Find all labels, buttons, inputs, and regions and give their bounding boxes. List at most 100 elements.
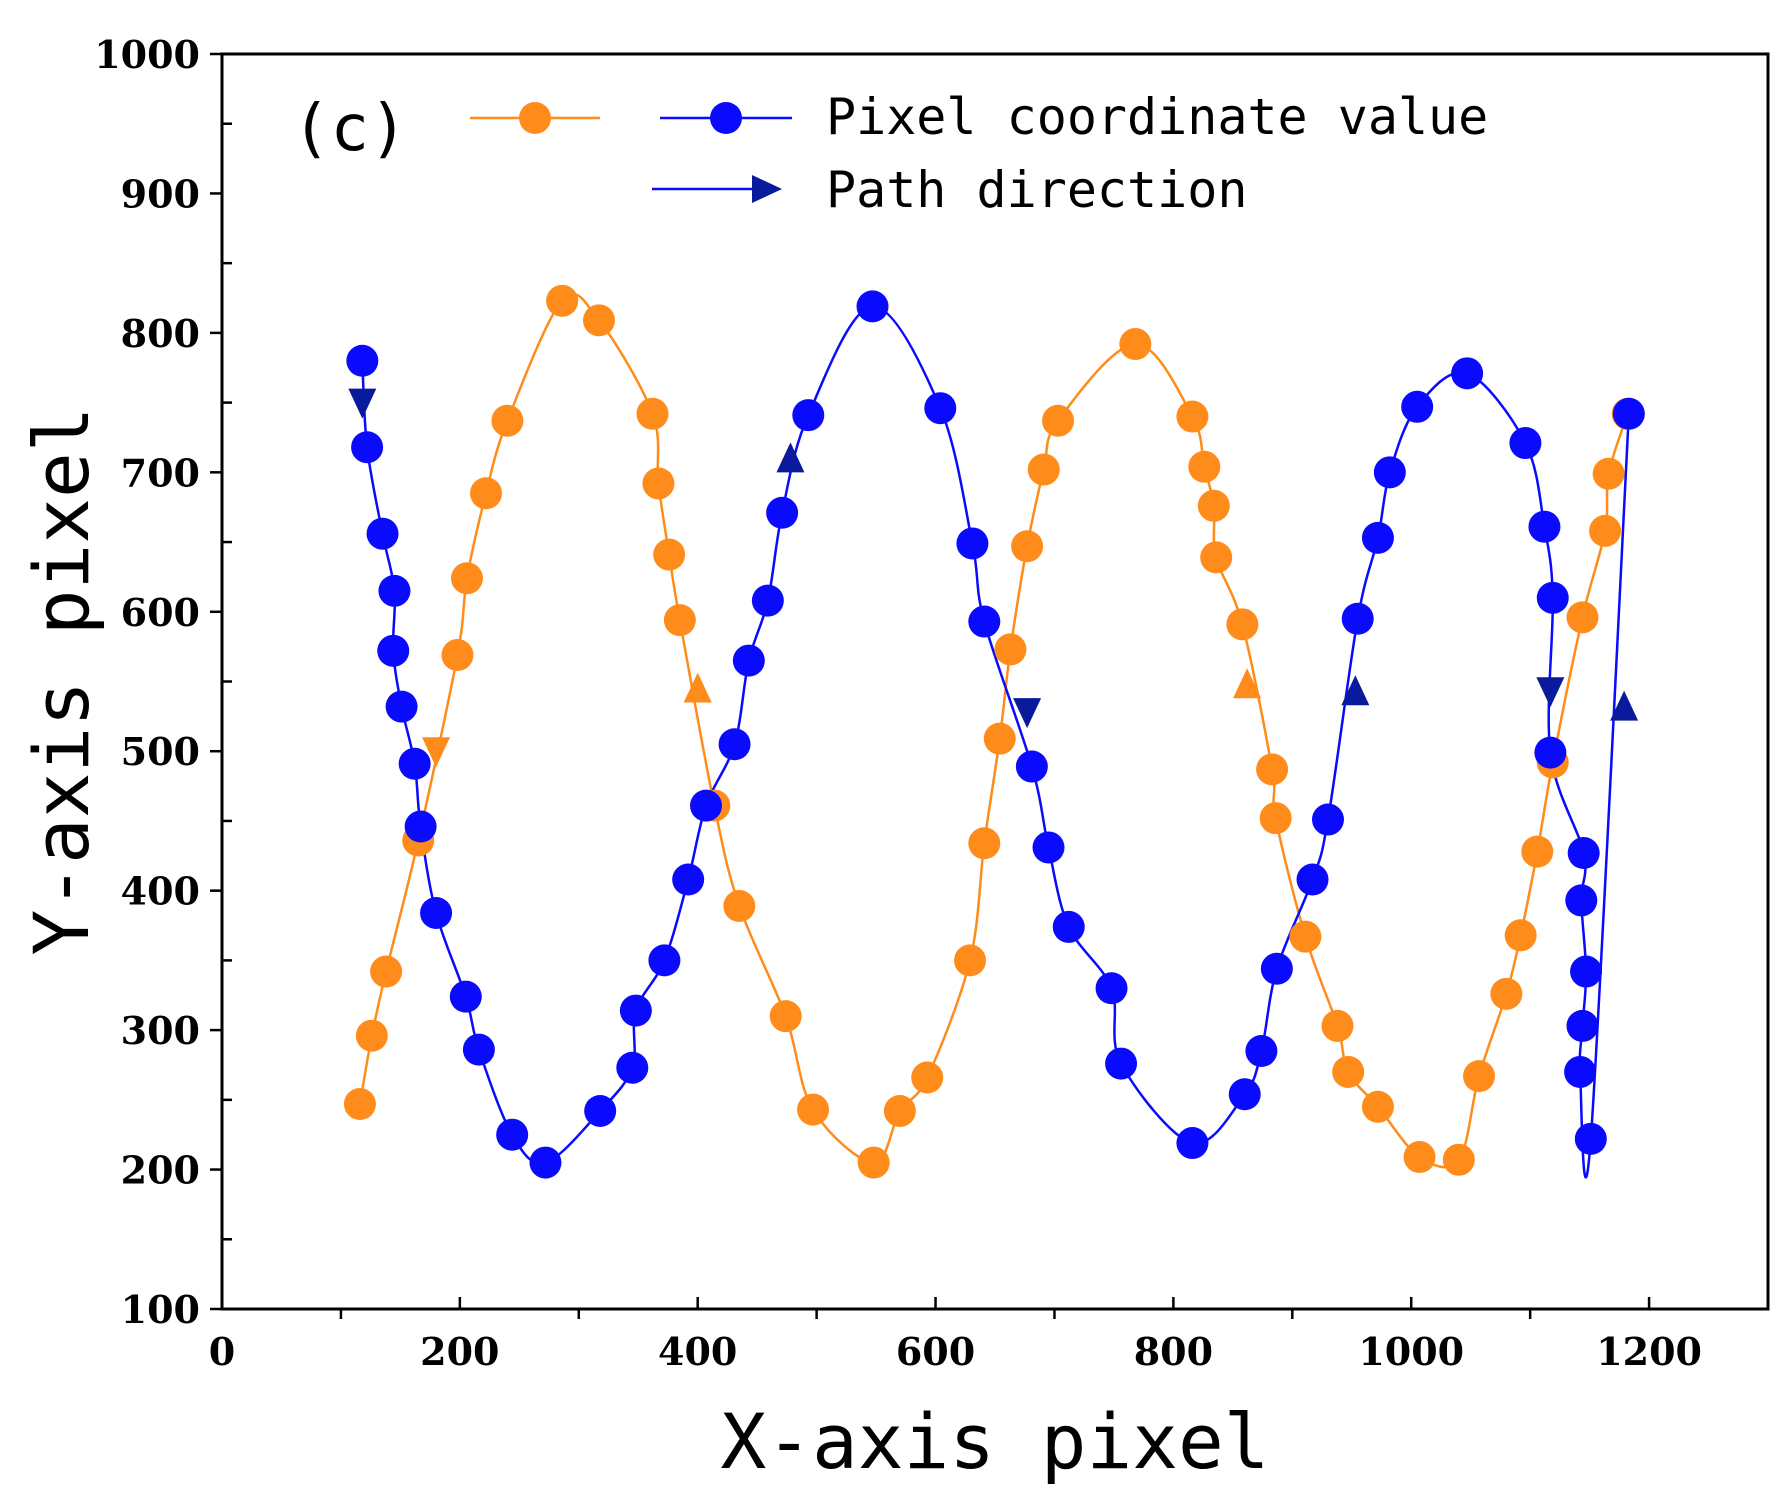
data-point-orange	[1463, 1060, 1496, 1093]
data-point-blue	[766, 496, 799, 529]
data-point-blue	[1401, 390, 1434, 423]
data-point-orange	[1176, 400, 1209, 433]
data-point-orange	[1490, 977, 1523, 1010]
y-axis-title: Y-axis pixel	[17, 406, 106, 955]
y-tick-label: 100	[121, 1287, 200, 1332]
direction-arrow	[1013, 698, 1042, 729]
data-point-blue	[462, 1033, 495, 1066]
data-point-blue	[1176, 1127, 1209, 1160]
data-point-orange	[470, 477, 503, 510]
data-point-orange	[723, 890, 756, 923]
data-point-blue	[1228, 1078, 1261, 1111]
x-tick-label: 200	[420, 1329, 499, 1374]
data-point-blue	[404, 810, 437, 843]
data-point-orange	[1188, 450, 1221, 483]
x-tick-label: 1200	[1596, 1329, 1702, 1374]
data-point-orange	[968, 827, 1001, 860]
direction-arrow	[1341, 675, 1370, 706]
data-point-blue	[1536, 581, 1569, 614]
data-point-blue	[377, 634, 410, 667]
data-point-orange	[1566, 601, 1599, 634]
y-tick-label: 700	[121, 450, 200, 495]
data-point-blue	[1565, 884, 1598, 917]
data-point-orange	[1042, 404, 1075, 437]
data-point-orange	[1226, 608, 1259, 641]
data-point-orange	[1289, 920, 1322, 953]
direction-arrow	[776, 442, 805, 473]
direction-arrow	[1610, 690, 1639, 721]
data-point-orange	[546, 284, 579, 317]
direction-arrow	[1233, 668, 1262, 699]
data-point-blue	[1015, 750, 1048, 783]
data-point-orange	[1361, 1090, 1394, 1123]
data-point-orange	[653, 538, 686, 571]
data-point-orange	[450, 562, 483, 595]
data-point-blue	[1574, 1122, 1607, 1155]
data-point-blue	[1260, 952, 1293, 985]
data-point-orange	[1011, 530, 1044, 563]
data-point-blue	[1567, 837, 1600, 870]
data-point-blue	[351, 431, 384, 464]
legend-orange-marker	[519, 102, 551, 134]
data-point-orange	[857, 1146, 890, 1179]
x-tick-label: 600	[896, 1329, 975, 1374]
y-tick-label: 600	[121, 590, 200, 635]
data-point-blue	[792, 399, 825, 432]
y-tick-label: 800	[121, 311, 200, 356]
data-point-blue	[968, 605, 1001, 638]
data-point-blue	[1095, 972, 1128, 1005]
data-point-blue	[1245, 1035, 1278, 1068]
direction-arrow	[683, 672, 712, 703]
data-point-blue	[1570, 955, 1603, 988]
data-point-orange	[1442, 1143, 1475, 1176]
data-point-orange	[1259, 802, 1292, 835]
data-point-orange	[1589, 514, 1622, 547]
data-point-orange	[1592, 457, 1625, 490]
data-point-blue	[616, 1051, 649, 1084]
x-tick-label: 1000	[1358, 1329, 1464, 1374]
direction-arrow	[348, 388, 377, 419]
x-tick-label: 800	[1134, 1329, 1213, 1374]
data-point-orange	[636, 397, 669, 430]
data-point-blue	[1311, 803, 1344, 836]
data-point-blue	[1032, 831, 1065, 864]
data-point-blue	[648, 944, 681, 977]
y-tick-label: 1000	[94, 32, 200, 77]
data-point-blue	[385, 690, 418, 723]
data-point-orange	[355, 1019, 388, 1052]
data-point-blue	[1451, 357, 1484, 390]
data-point-blue	[420, 896, 453, 929]
data-point-orange	[769, 1000, 802, 1033]
data-point-orange	[983, 722, 1016, 755]
data-point-orange	[1119, 328, 1152, 361]
y-tick-label: 200	[121, 1148, 200, 1193]
data-point-blue	[1612, 397, 1645, 430]
data-point-orange	[1256, 753, 1289, 786]
data-point-orange	[343, 1088, 376, 1121]
data-point-orange	[1200, 541, 1233, 574]
data-point-blue	[496, 1118, 529, 1151]
panel-label: (c)	[292, 92, 408, 166]
data-point-orange	[663, 604, 696, 637]
data-point-blue	[346, 344, 379, 377]
data-point-blue	[449, 980, 482, 1013]
data-point-orange	[491, 404, 524, 437]
x-axis-title: X-axis pixel	[720, 1397, 1269, 1486]
data-point-blue	[1373, 456, 1406, 489]
data-point-orange	[1197, 489, 1230, 522]
data-point-blue	[672, 863, 705, 896]
data-point-orange	[1027, 453, 1060, 486]
data-point-blue	[1296, 863, 1329, 896]
data-point-blue	[1052, 910, 1085, 943]
data-point-orange	[582, 304, 615, 337]
direction-arrow	[1536, 677, 1565, 708]
data-point-orange	[911, 1061, 944, 1094]
legend-blue-marker	[710, 102, 742, 134]
data-point-orange	[954, 944, 987, 977]
legend: Pixel coordinate value Path direction	[470, 88, 1488, 219]
data-point-blue	[1534, 736, 1567, 769]
data-point-blue	[1564, 1055, 1597, 1088]
data-point-blue	[366, 517, 399, 550]
